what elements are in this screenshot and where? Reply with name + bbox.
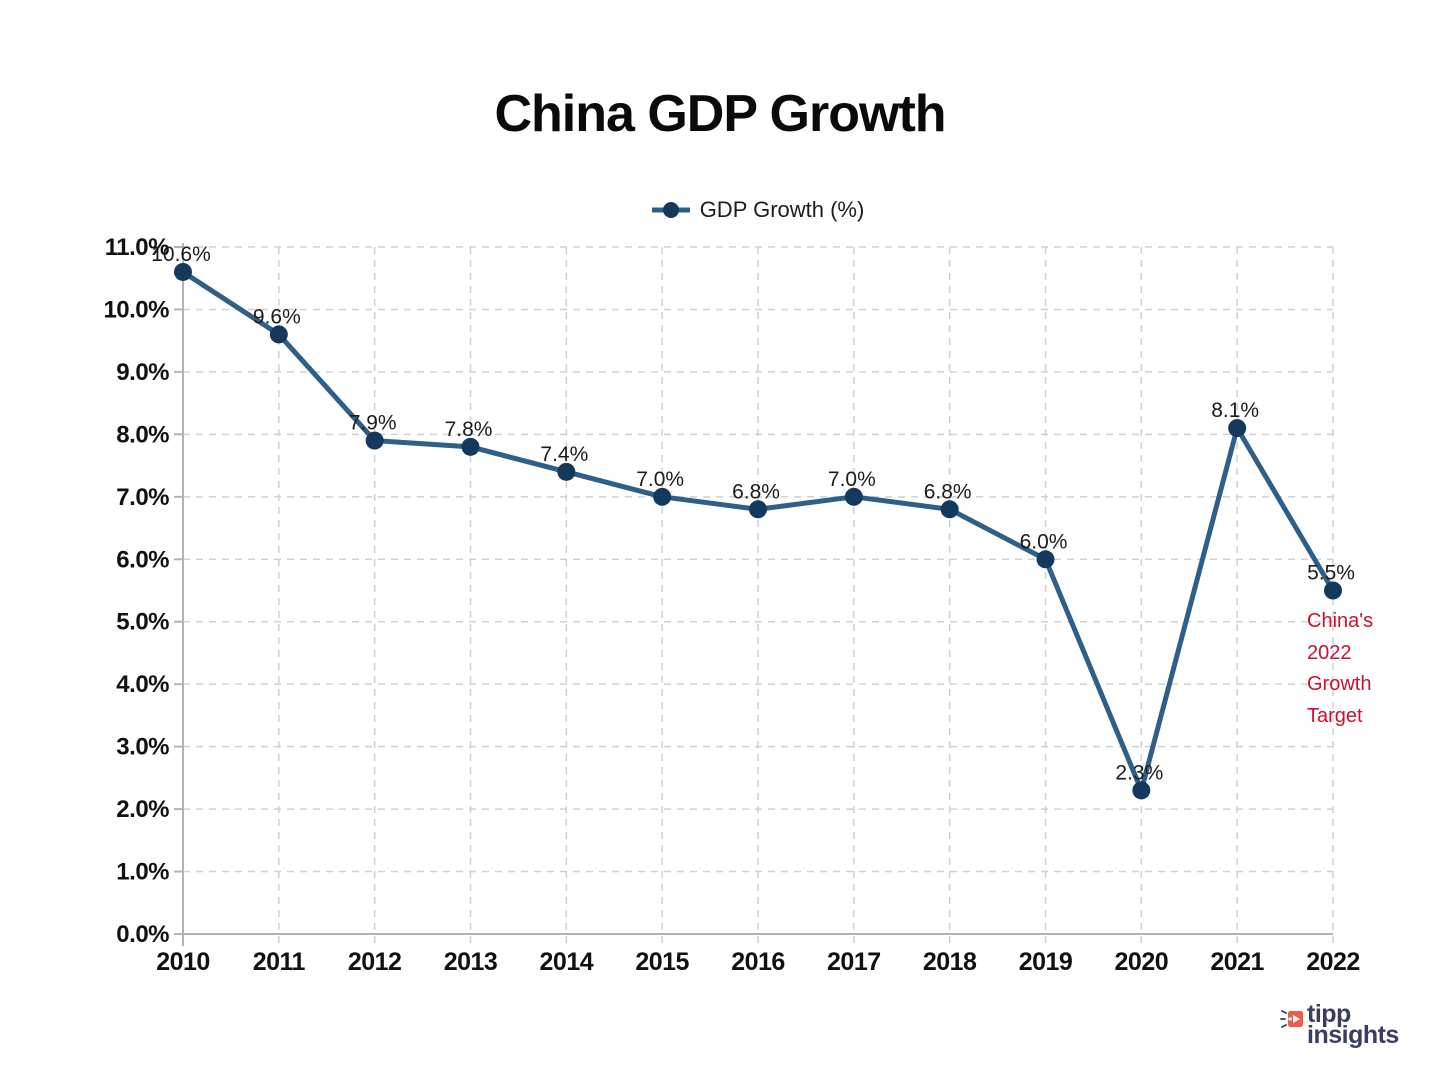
data-point-label: 6.0% [1020, 530, 1068, 553]
data-point-label: 8.1% [1211, 399, 1259, 422]
x-tick-label: 2015 [635, 948, 689, 976]
y-tick-label: 7.0% [116, 484, 169, 511]
annotation-line: China's [1307, 610, 1374, 632]
y-tick-label: 2.0% [116, 796, 169, 823]
x-tick-label: 2019 [1019, 948, 1073, 976]
y-tick-label: 3.0% [116, 734, 169, 761]
gdp-growth-series-line [180, 269, 1336, 793]
x-tick-label: 2016 [731, 948, 785, 976]
y-tick-label: 11.0% [105, 234, 169, 261]
data-point[interactable] [365, 431, 384, 450]
x-tick-label: 2014 [540, 948, 594, 976]
data-point[interactable] [461, 437, 480, 456]
data-point-label: 5.5% [1307, 562, 1355, 585]
data-point[interactable] [269, 325, 288, 344]
legend-item-gdp-growth[interactable]: GDP Growth (%) [651, 197, 865, 223]
tipp-insights-logo-icon [1280, 1010, 1303, 1028]
annotation-line: Target [1307, 704, 1363, 727]
data-point[interactable] [1324, 581, 1342, 600]
data-point-label: 9.6% [253, 305, 301, 328]
x-tick-label: 2010 [156, 948, 210, 976]
x-tick-label: 2020 [1115, 948, 1169, 976]
data-point[interactable] [557, 462, 576, 481]
x-tick-label: 2017 [827, 948, 881, 976]
annotation-line: Growth [1307, 673, 1372, 695]
data-point[interactable] [174, 262, 192, 281]
y-tick-label: 10.0% [103, 296, 169, 323]
y-tick-label: 5.0% [116, 609, 169, 636]
data-point-label: 2.3% [1115, 761, 1163, 784]
data-point[interactable] [940, 500, 959, 519]
data-point-label: 7.9% [349, 412, 397, 435]
y-tick-label: 8.0% [116, 421, 169, 448]
tipp-insights-logo: tipp insights [1280, 1000, 1399, 1049]
growth-target-annotation: China's 2022 Growth Target [1307, 606, 1373, 732]
annotation-line: 2022 [1307, 641, 1352, 664]
x-tick-label: 2013 [444, 948, 498, 976]
x-tick-label: 2022 [1306, 948, 1360, 976]
data-point-label: 10.6% [151, 243, 211, 266]
data-point-label: 6.8% [732, 480, 780, 503]
y-tick-label: 0.0% [116, 921, 169, 948]
x-tick-label: 2021 [1210, 948, 1264, 976]
y-tick-label: 9.0% [116, 359, 169, 386]
data-point[interactable] [1036, 550, 1055, 569]
data-point[interactable] [653, 487, 672, 506]
x-tick-label: 2012 [348, 948, 402, 976]
y-tick-label: 1.0% [116, 859, 169, 886]
y-tick-label: 4.0% [116, 671, 169, 698]
data-point-label: 7.0% [636, 468, 684, 491]
x-tick-label: 2011 [253, 948, 306, 976]
x-tick-label: 2018 [923, 948, 977, 976]
legend-line-marker-icon [651, 202, 690, 218]
data-point[interactable] [749, 500, 767, 519]
data-point-label: 6.8% [924, 480, 972, 503]
logo-word-insights: insights [1307, 1021, 1399, 1049]
legend: GDP Growth (%) [183, 194, 1333, 226]
data-point[interactable] [844, 487, 863, 506]
page-title: China GDP Growth [494, 85, 946, 143]
legend-label: GDP Growth (%) [699, 197, 865, 222]
y-tick-label: 6.0% [116, 546, 169, 573]
data-point[interactable] [1132, 781, 1151, 800]
logo-word-tipp: tipp [1307, 1000, 1351, 1028]
data-point-label: 7.4% [540, 443, 588, 466]
data-point-label: 7.0% [828, 468, 876, 491]
data-point[interactable] [1228, 419, 1247, 438]
data-point-label: 7.8% [445, 418, 493, 441]
